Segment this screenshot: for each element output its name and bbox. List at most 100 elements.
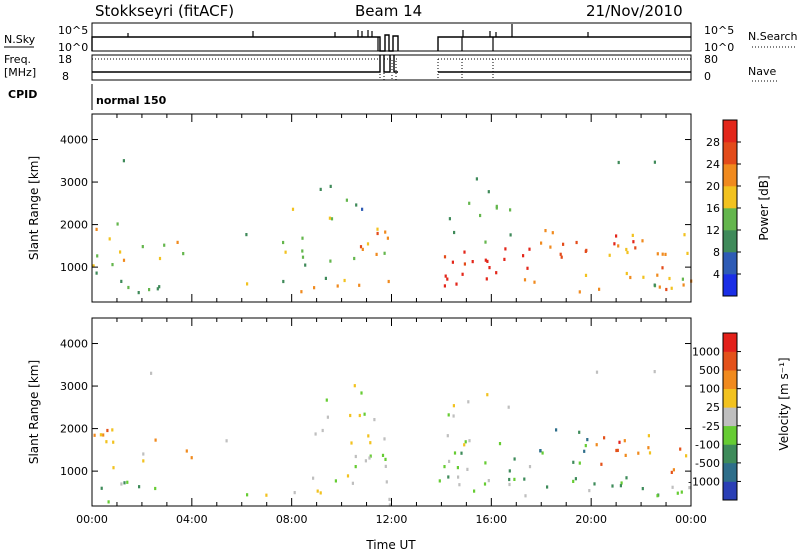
range-cell [245,233,248,237]
range-cell [154,486,157,491]
colorbar-tick-label: -100 [695,438,720,451]
colorbar-frame [722,332,738,501]
range-cell [350,441,353,445]
date-title: 21/Nov/2010 [586,2,683,20]
range-cell [668,276,671,281]
range-cell [615,448,618,453]
range-cell [647,434,650,438]
colorbar-segment [723,351,737,371]
range-cell [116,222,119,226]
range-cell [461,272,464,276]
cpid-label: CPID [8,88,37,101]
range-cell [93,433,96,437]
range-cell [120,279,123,283]
range-cell [670,470,673,474]
colorbar-segment [723,230,737,253]
range-cell [460,451,463,455]
range-cell [670,286,673,290]
power-colorbar-title: Power [dB] [757,175,771,240]
range-cell [688,486,691,490]
colorbar-tick-label: 20 [706,180,720,193]
range-cell [105,440,108,444]
range-cell [603,436,606,440]
range-cell [156,287,159,291]
range-cell [671,485,674,489]
range-cell [120,482,123,486]
range-cell [632,240,635,244]
range-cell [373,418,376,422]
range-cell [467,400,470,404]
range-cell [495,206,498,210]
y-tick-label: 1000 [60,261,88,274]
range-cell [452,404,455,408]
colorbar-segment [723,444,737,464]
colorbar-tick-label: 24 [706,158,720,171]
range-cell [282,240,285,245]
range-cell [246,493,249,497]
freq-label: Freq. [4,53,31,66]
nsky-strip: N.Sky 10^5 10^0 10^5 10^0 N.Search [4,22,798,54]
range-cell [301,236,304,240]
range-cell [112,466,115,470]
colorbar-segment [723,208,737,231]
nsky-label: N.Sky [4,33,36,46]
range-cell [560,255,563,259]
range-cell [446,434,449,438]
range-cell [498,442,502,446]
velocity-data [93,370,691,507]
range-cell [316,489,319,493]
range-cell [364,459,367,463]
range-cell [656,494,659,498]
range-cell [626,250,629,255]
range-cell [163,243,166,247]
range-cell [158,285,161,289]
colorbar-tick-label: 8 [713,246,720,259]
range-cell [572,479,575,483]
range-cell [611,484,614,488]
range-cell [314,432,317,436]
range-cell [328,216,331,220]
range-cell [523,477,526,481]
range-cell [486,393,489,397]
colorbar-segment [723,120,737,143]
velocity-colorbar-title: Velocity [m s⁻¹] [777,357,791,450]
time-tick-label: 04:00 [176,513,208,526]
range-cell [448,459,451,463]
nsearch-tick-bottom: 10^0 [704,41,734,54]
range-cell [361,247,364,251]
colorbar-tick-label: -1000 [688,475,720,488]
range-cell [528,465,532,469]
range-cell [95,271,98,275]
range-cell [549,245,552,249]
y-tick-label: 1000 [60,465,88,478]
freq-unit: [MHz] [4,66,36,79]
range-cell [383,251,386,255]
range-cell [463,262,466,266]
range-cell [107,500,110,504]
colorbar-tick-label: 16 [706,202,720,215]
range-cell [313,286,316,290]
range-cell [642,275,645,279]
range-cell [526,266,529,270]
nave-trace [92,58,691,80]
range-cell [95,227,98,231]
range-cell [551,231,554,235]
range-cell [598,287,601,291]
range-cell [584,273,588,277]
range-cell [463,250,466,254]
range-cell [613,242,616,246]
range-cell [225,439,228,443]
range-cell [319,187,322,191]
range-cell [508,477,511,482]
range-cell [346,474,350,478]
range-cell [562,242,565,246]
range-cell [682,283,685,287]
colorbar-segment [723,462,737,482]
range-cell [540,241,543,245]
colorbar-tick-label: 28 [706,136,720,149]
range-cell [351,481,354,485]
range-cell [653,160,656,164]
colorbar-tick-label: -500 [695,457,720,470]
range-cell [683,233,686,237]
range-cell [386,236,389,240]
